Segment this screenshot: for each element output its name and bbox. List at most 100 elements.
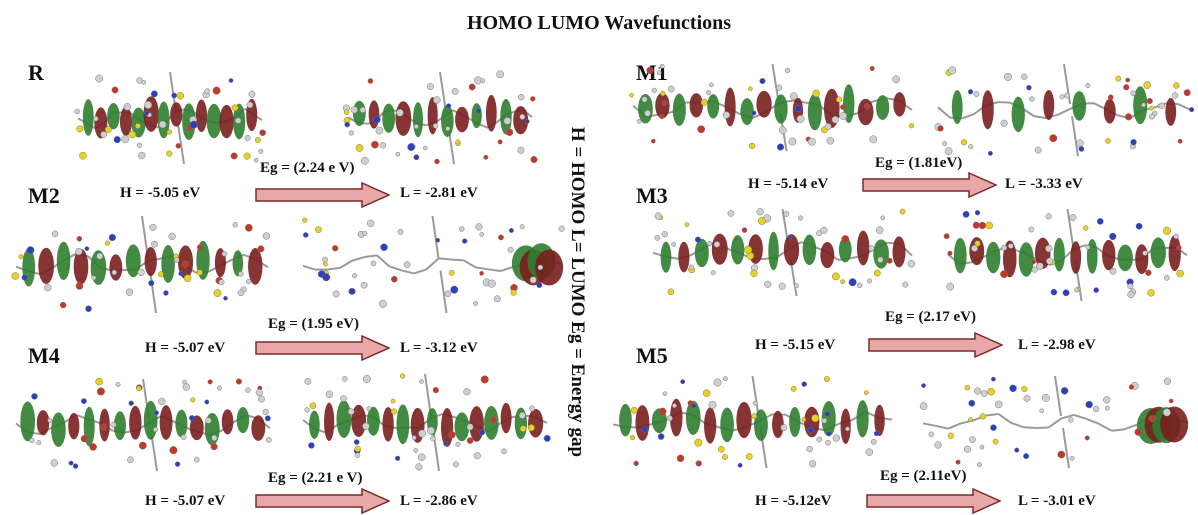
atom bbox=[134, 123, 141, 129]
atom bbox=[432, 123, 439, 129]
atom bbox=[173, 257, 180, 263]
atom bbox=[399, 373, 406, 379]
arrow-shape bbox=[868, 332, 1003, 358]
atom bbox=[444, 290, 452, 298]
orbital-lobe bbox=[893, 92, 906, 117]
bond bbox=[1061, 413, 1075, 420]
atom bbox=[1128, 384, 1135, 390]
lumo-bottom-left: L = -2.86 eV bbox=[400, 493, 478, 509]
atom bbox=[972, 221, 980, 229]
atom bbox=[1162, 408, 1171, 417]
atom bbox=[992, 438, 999, 445]
atom bbox=[108, 233, 116, 242]
bond bbox=[432, 428, 440, 472]
orbital-lobe bbox=[707, 94, 720, 119]
atom bbox=[1000, 270, 1008, 279]
arrow-m5 bbox=[866, 488, 1001, 514]
atom bbox=[713, 241, 721, 248]
atom bbox=[26, 246, 35, 255]
atom bbox=[1085, 400, 1093, 409]
atom bbox=[371, 140, 379, 149]
atom bbox=[687, 400, 694, 407]
atom bbox=[744, 245, 753, 254]
atom bbox=[659, 113, 665, 120]
atom bbox=[968, 417, 973, 422]
atom bbox=[84, 246, 90, 252]
atom bbox=[1028, 226, 1035, 233]
orbital-lobe bbox=[195, 99, 208, 133]
panel-label-r: R bbox=[28, 60, 44, 85]
atom bbox=[121, 135, 130, 144]
atom bbox=[340, 395, 347, 402]
atom bbox=[479, 232, 485, 237]
atom bbox=[702, 389, 711, 397]
orbital-lobe bbox=[807, 93, 822, 131]
orbital-lobe bbox=[352, 100, 366, 126]
orbital-lobe bbox=[802, 234, 817, 266]
atom bbox=[163, 290, 169, 296]
atom bbox=[801, 417, 807, 422]
atom bbox=[919, 402, 928, 410]
atom bbox=[1150, 415, 1157, 422]
atom bbox=[1003, 72, 1012, 81]
orbital-lobe bbox=[720, 407, 734, 443]
atom bbox=[76, 235, 83, 242]
orbital-lobe bbox=[157, 101, 170, 139]
orbital-lobe bbox=[986, 241, 1001, 274]
atom bbox=[816, 230, 823, 237]
atom bbox=[110, 421, 117, 428]
atom bbox=[1026, 84, 1032, 91]
atom bbox=[974, 240, 981, 247]
atom bbox=[141, 80, 146, 85]
orbital-lobe bbox=[175, 409, 188, 438]
orbital-lobe bbox=[441, 105, 454, 137]
orbital-lobe bbox=[1133, 86, 1148, 125]
atom bbox=[434, 158, 440, 165]
bond bbox=[450, 258, 464, 262]
atom bbox=[445, 126, 451, 132]
atom bbox=[176, 92, 185, 100]
atom bbox=[973, 91, 980, 97]
gap-bottom-left: Eg = (2.21 e V) bbox=[268, 470, 363, 486]
atom bbox=[980, 390, 988, 397]
atom bbox=[418, 429, 427, 438]
atom bbox=[265, 437, 272, 443]
atom bbox=[359, 106, 366, 113]
atom bbox=[403, 261, 411, 269]
atom bbox=[543, 434, 551, 442]
atom bbox=[856, 282, 863, 289]
atom bbox=[946, 282, 954, 291]
orbital-lobe bbox=[731, 235, 745, 265]
orbital-lobe bbox=[774, 94, 788, 124]
atom bbox=[390, 408, 397, 415]
bond bbox=[1086, 417, 1100, 425]
atom bbox=[362, 230, 368, 236]
atom bbox=[343, 109, 350, 115]
atom bbox=[18, 254, 24, 260]
atom bbox=[59, 301, 67, 309]
atom bbox=[259, 129, 266, 137]
orbital-lobe bbox=[660, 241, 672, 273]
atom bbox=[205, 417, 212, 424]
orbital-lobe bbox=[857, 98, 874, 126]
orbital-lobe bbox=[454, 412, 470, 442]
atom bbox=[348, 287, 356, 295]
bond bbox=[424, 373, 432, 417]
atom bbox=[796, 114, 805, 123]
atom bbox=[246, 278, 252, 285]
orbital-lobe bbox=[535, 249, 564, 286]
atom bbox=[811, 414, 820, 423]
orbital-lobe bbox=[874, 404, 885, 437]
atom bbox=[824, 123, 832, 130]
orbital-lobe bbox=[351, 404, 367, 437]
atom bbox=[778, 126, 787, 135]
atom bbox=[138, 441, 147, 450]
orbital-lobe bbox=[113, 411, 126, 441]
atom bbox=[196, 269, 203, 276]
atom bbox=[80, 398, 87, 405]
atom bbox=[413, 124, 419, 130]
arrow-shape bbox=[255, 488, 390, 514]
atom bbox=[707, 241, 713, 246]
atom bbox=[809, 460, 817, 468]
orbital-lobe bbox=[724, 87, 736, 127]
